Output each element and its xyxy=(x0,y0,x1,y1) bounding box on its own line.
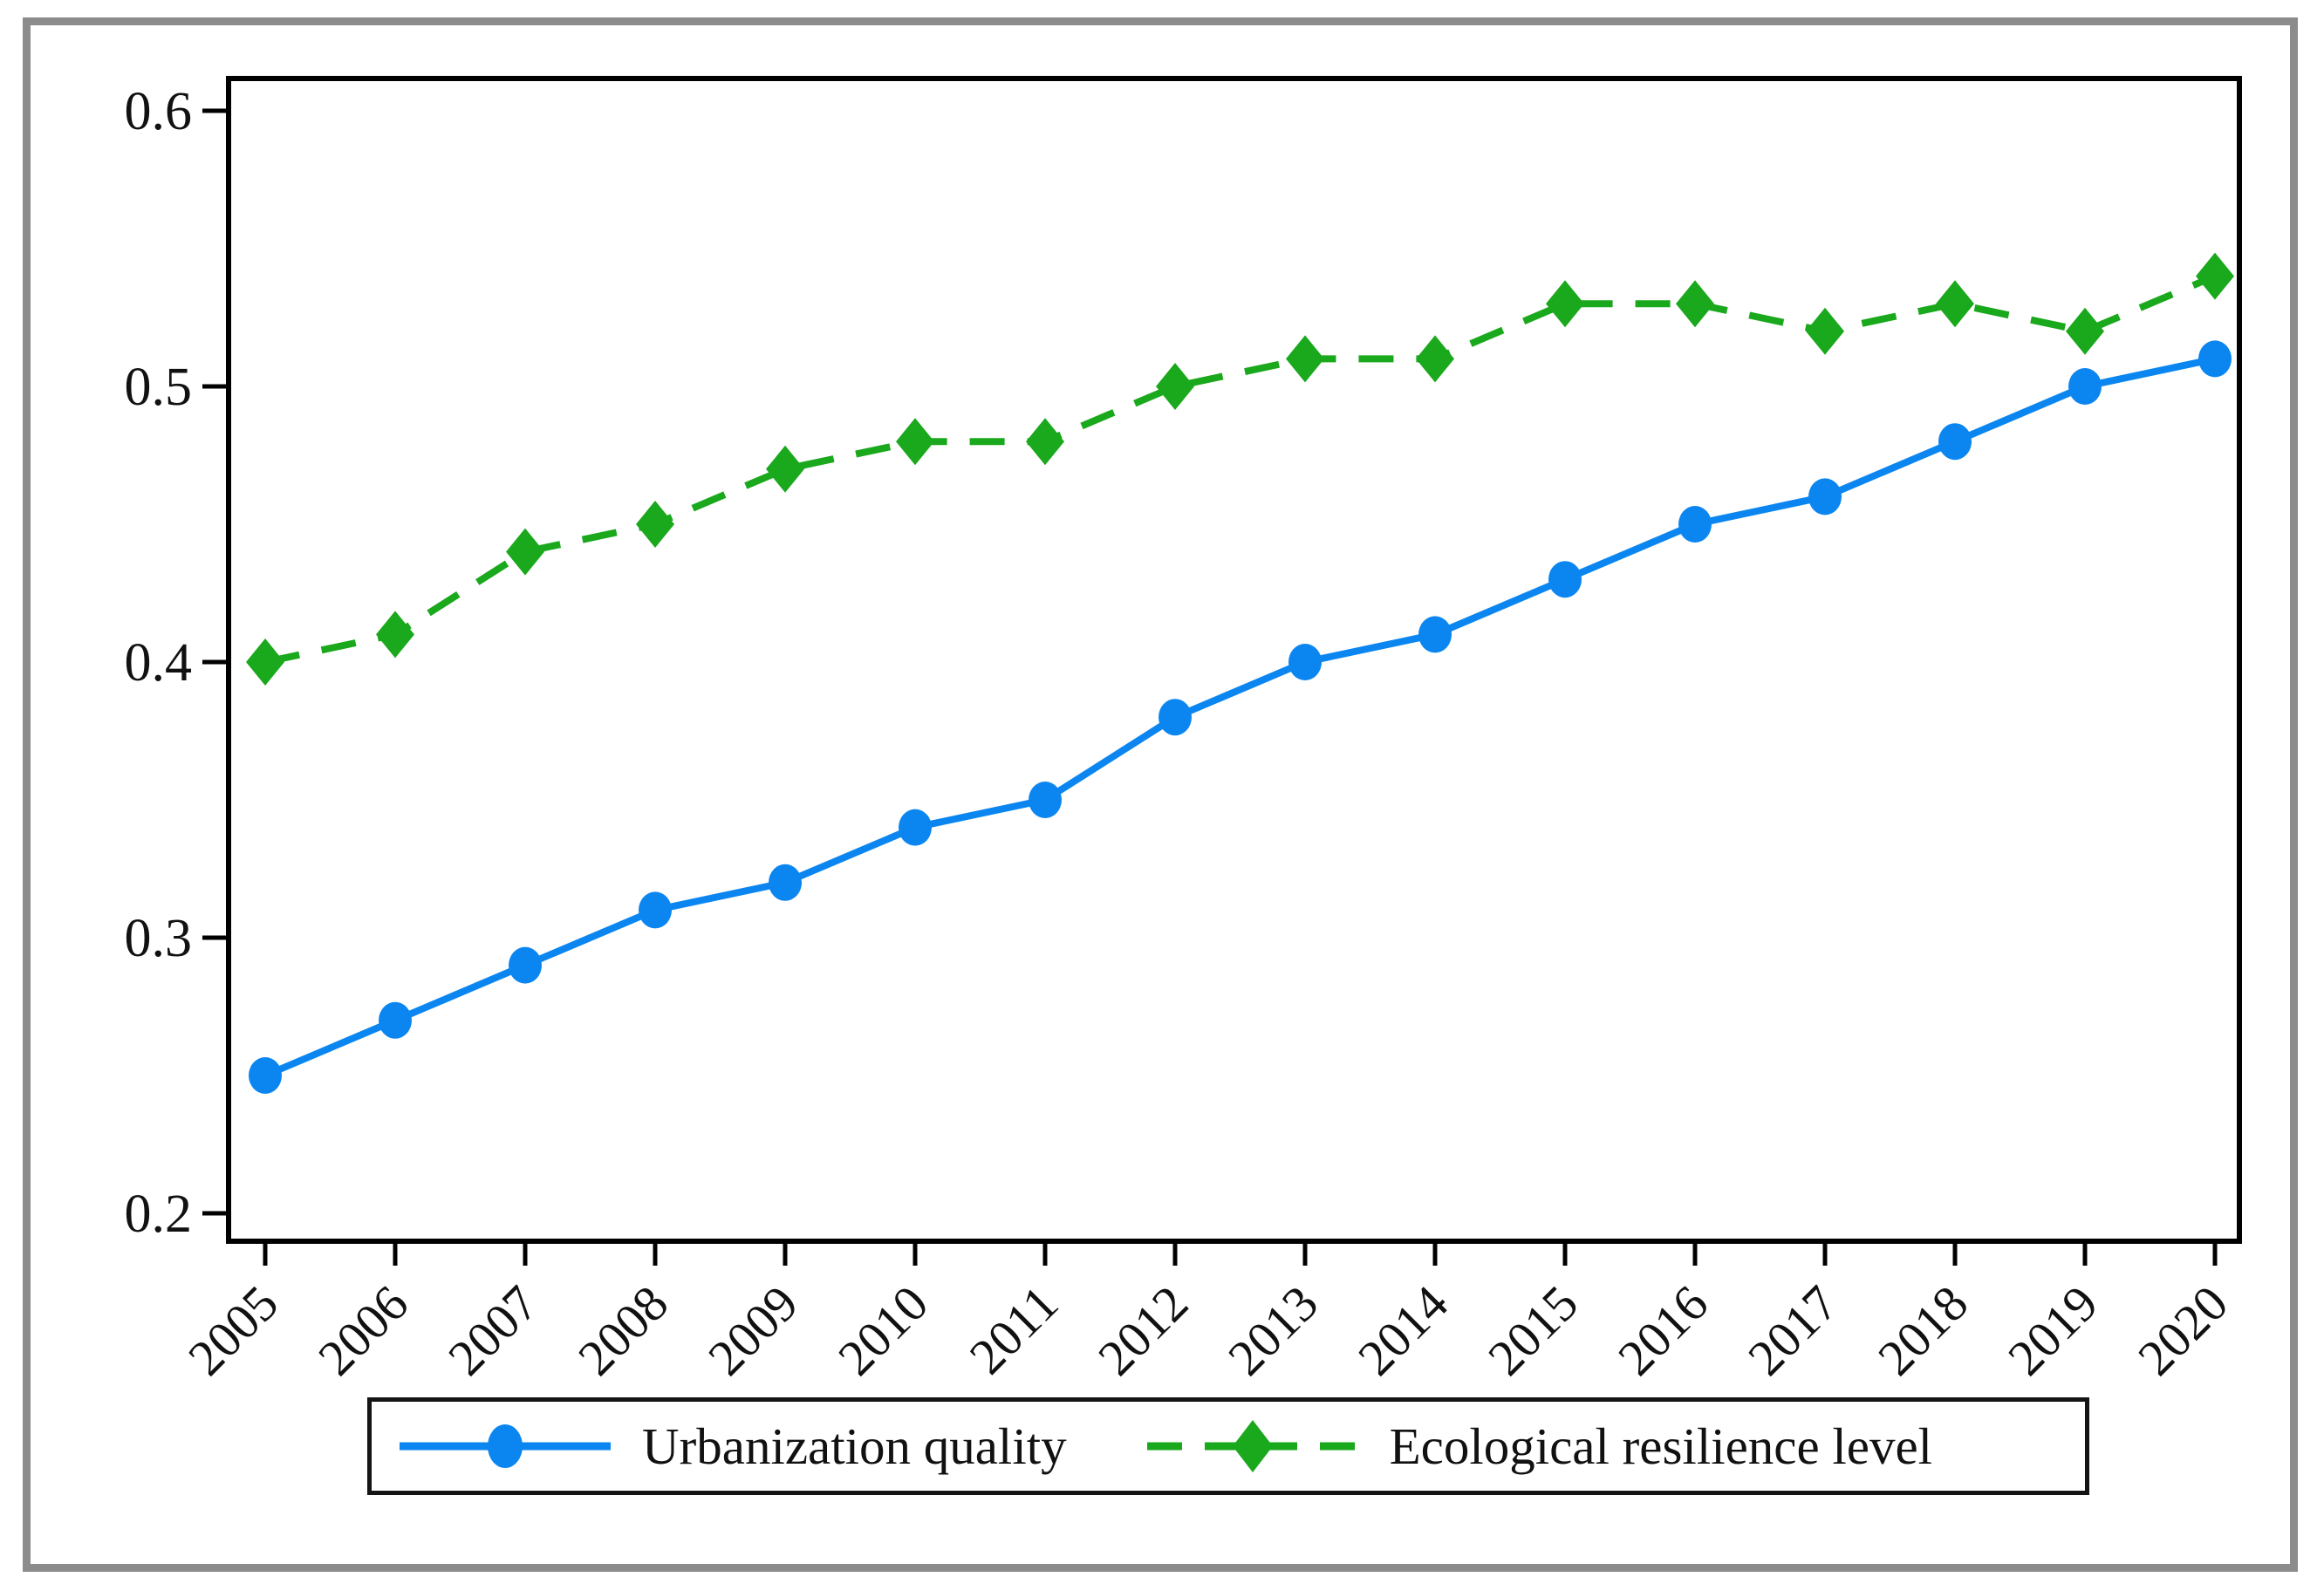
x-tick-label: 2009 xyxy=(697,1274,809,1386)
y-tick-label: 0.2 xyxy=(125,1185,193,1244)
x-tick-label: 2013 xyxy=(1217,1274,1329,1386)
circle-marker xyxy=(509,946,542,984)
y-tick-label: 0.4 xyxy=(125,633,193,693)
y-axis: 0.2 0.3 0.4 0.5 0.6 xyxy=(125,82,229,1244)
circle-marker xyxy=(899,809,932,846)
series-ecological-resilience-level xyxy=(246,252,2234,686)
circle-marker xyxy=(1159,699,1192,736)
x-tick-label: 2016 xyxy=(1607,1274,1719,1386)
x-tick-label: 2011 xyxy=(959,1274,1069,1384)
diamond-marker xyxy=(1026,418,1064,466)
dashed-line-diamond-marker-icon xyxy=(1146,1420,1358,1472)
x-tick-label: 2012 xyxy=(1087,1274,1199,1386)
diamond-marker xyxy=(1676,280,1714,328)
circle-marker xyxy=(639,891,672,929)
x-tick-label: 2019 xyxy=(1997,1274,2109,1386)
circle-marker xyxy=(249,1057,282,1094)
series-line xyxy=(264,272,2217,666)
x-tick-label: 2008 xyxy=(567,1274,679,1386)
diamond-marker xyxy=(1806,307,1844,355)
series-urbanization-quality xyxy=(249,340,2232,1094)
diamond-marker xyxy=(1546,280,1584,328)
circle-marker xyxy=(1938,423,1972,461)
series-line xyxy=(263,355,2216,1079)
y-tick-label: 0.3 xyxy=(125,909,193,968)
diamond-marker xyxy=(376,611,414,659)
x-axis: 2005 2006 2007 2008 2009 2010 2011 2012 2013 2014… xyxy=(177,1241,2239,1386)
diamond-marker xyxy=(896,418,934,466)
circle-marker xyxy=(769,864,802,901)
diamond-marker xyxy=(1936,280,1974,328)
diamond-marker xyxy=(1416,335,1454,383)
x-tick-label: 2006 xyxy=(307,1274,419,1386)
x-tick-label: 2014 xyxy=(1347,1274,1459,1386)
plot-area-border xyxy=(226,76,2242,1244)
legend-key-circle xyxy=(488,1424,523,1468)
solid-line-circle-marker-icon xyxy=(400,1424,611,1468)
diamond-marker xyxy=(2196,252,2234,300)
diamond-marker xyxy=(246,638,284,686)
x-tick-label: 2010 xyxy=(827,1274,939,1386)
x-tick-label: 2015 xyxy=(1477,1274,1589,1386)
x-tick-label: 2018 xyxy=(1867,1274,1979,1386)
circle-marker xyxy=(1548,561,1582,598)
diamond-marker xyxy=(636,501,674,548)
diamond-marker xyxy=(2066,307,2104,355)
legend-item-ecological-resilience: Ecological resilience level xyxy=(1144,1418,1932,1474)
y-tick-label: 0.6 xyxy=(125,82,193,141)
diamond-marker xyxy=(506,528,544,576)
diamond-marker xyxy=(1156,363,1194,410)
circle-marker xyxy=(1808,478,1842,516)
x-tick-label: 2020 xyxy=(2127,1274,2239,1386)
circle-marker xyxy=(1029,782,1062,818)
diamond-marker xyxy=(766,445,804,493)
circle-marker xyxy=(2198,340,2232,378)
legend: Urbanization quality Ecological resilien… xyxy=(367,1397,2089,1495)
circle-marker xyxy=(1678,506,1712,543)
circle-marker xyxy=(1288,644,1322,680)
legend-item-urbanization-quality: Urbanization quality xyxy=(396,1418,1067,1474)
legend-label-ecological-resilience: Ecological resilience level xyxy=(1389,1417,1933,1475)
diamond-marker xyxy=(1286,335,1324,383)
circle-marker xyxy=(2068,368,2102,405)
x-tick-label: 2017 xyxy=(1737,1274,1849,1386)
legend-key-diamond xyxy=(1232,1420,1273,1472)
circle-marker xyxy=(1418,616,1452,653)
y-tick-label: 0.5 xyxy=(125,358,193,417)
legend-label-urbanization-quality: Urbanization quality xyxy=(642,1417,1067,1475)
circle-marker xyxy=(379,1001,412,1039)
x-tick-label: 2007 xyxy=(437,1274,549,1386)
x-tick-label: 2005 xyxy=(177,1274,289,1386)
